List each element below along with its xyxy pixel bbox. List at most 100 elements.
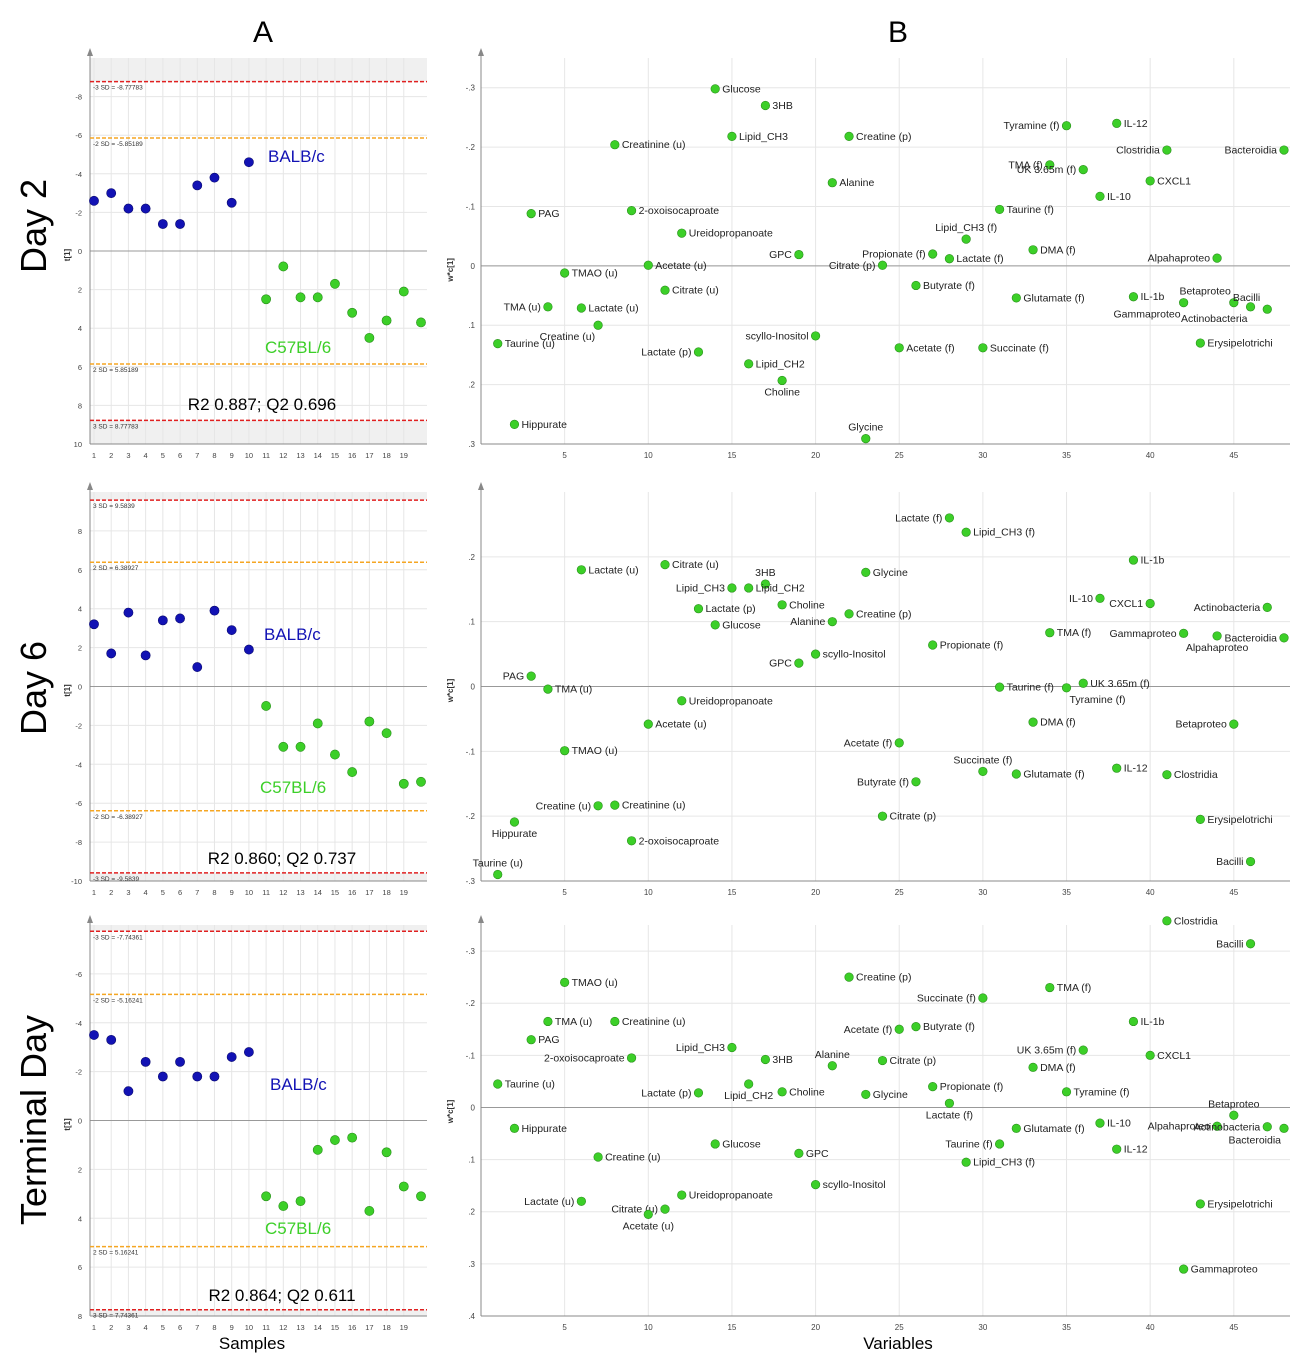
y-tick-label: 0	[78, 1117, 82, 1126]
c57-point	[278, 261, 289, 272]
loading-label: TMA (f)	[1057, 982, 1091, 994]
loading-label: Acetate (f)	[844, 1024, 892, 1036]
loading-point	[1045, 628, 1055, 638]
y-tick-label: -8	[75, 838, 82, 847]
loading-point	[543, 302, 553, 312]
loading-label: Taurine (f)	[1007, 682, 1054, 694]
y-tick-label: -2	[75, 721, 82, 730]
loading-point	[576, 303, 586, 313]
balbc-point	[175, 219, 185, 229]
loading-point	[777, 375, 787, 386]
loading-point	[1061, 683, 1072, 693]
loading-label: DMA (f)	[1040, 244, 1076, 256]
x-tick-label: 8	[212, 451, 216, 460]
loading-point	[1279, 633, 1289, 643]
loading-point	[827, 178, 837, 188]
x-tick-label: 5	[562, 888, 567, 897]
x-tick-label: 8	[212, 1323, 216, 1332]
loading-point	[844, 609, 854, 619]
loading-label: UK 3.65m (f)	[1017, 164, 1077, 176]
loading-point	[777, 600, 787, 610]
x-tick-label: 3	[126, 451, 130, 460]
loading-point	[794, 1148, 804, 1158]
y-tick-label: -6	[75, 131, 82, 140]
loading-label: Betaproteo	[1175, 719, 1227, 731]
sd-label: 3 SD = 7.74361	[93, 1313, 139, 1320]
group-label-balbc: BALB/c	[268, 147, 325, 166]
y-tick-label: .2	[468, 381, 475, 390]
loading-point	[777, 1087, 787, 1097]
loading-point	[995, 682, 1005, 692]
loading-label: Ureidopropanoate	[689, 695, 773, 707]
loading-label: Succinate (f)	[990, 342, 1049, 354]
y-tick-label: -4	[75, 170, 82, 179]
sd-label: 2 SD = 5.16241	[93, 1250, 139, 1257]
loading-point	[1212, 253, 1222, 263]
loading-point	[911, 280, 921, 291]
loading-label: Betaproteo	[1208, 1098, 1260, 1110]
loading-point	[978, 343, 988, 353]
outer-region-shade	[90, 58, 427, 82]
loading-point	[677, 1190, 687, 1200]
sd-label: -3 SD = -9.5839	[93, 876, 139, 883]
y-axis-arrow	[478, 915, 484, 923]
loading-point	[1078, 165, 1088, 175]
loading-point	[1028, 245, 1038, 255]
y-tick-label: 6	[78, 1263, 82, 1272]
loading-label: Taurine (u)	[473, 858, 523, 870]
balbc-point	[192, 662, 203, 672]
loading-label: Bacteroidia	[1224, 145, 1277, 157]
loading-point	[1279, 1123, 1289, 1133]
loading-point	[944, 1098, 955, 1108]
loading-point	[1195, 338, 1205, 348]
loading-point	[1011, 1123, 1021, 1133]
loading-point	[576, 1196, 586, 1206]
y-tick-label: .3	[468, 440, 475, 449]
sd-label: -3 SD = -8.77783	[93, 85, 143, 92]
x-tick-label: 5	[161, 1323, 165, 1332]
loading-label: IL-1b	[1140, 555, 1164, 567]
loading-label: Citrate (u)	[672, 559, 719, 571]
y-tick-label: -6	[75, 970, 82, 979]
loading-label: Creatine (u)	[605, 1151, 660, 1163]
x-tick-label: 10	[644, 888, 653, 897]
c57-point	[312, 292, 323, 303]
sd-label: -2 SD = -6.38927	[93, 814, 143, 821]
loading-point	[626, 206, 637, 216]
loading-point	[693, 347, 704, 357]
loading-label: Citrate (u)	[672, 285, 719, 297]
y-tick-label: -2	[75, 1068, 82, 1077]
loading-label: Lactate (p)	[705, 603, 755, 615]
loading-point	[1128, 292, 1139, 302]
loading-point	[643, 1209, 653, 1219]
y-tick-label: .1	[468, 618, 475, 627]
x-tick-label: 10	[644, 451, 653, 460]
loading-point	[626, 1053, 637, 1063]
x-tick-label: 1	[92, 1323, 96, 1332]
loading-label: PAG	[538, 1034, 559, 1046]
loading-label: Glucose	[722, 619, 761, 631]
loading-point	[861, 1089, 871, 1100]
y-tick-label: -.2	[466, 143, 476, 152]
loading-label: 2-oxoisocaproate	[639, 835, 720, 847]
loading-label: Bacilli	[1216, 938, 1243, 950]
x-tick-label: 9	[230, 451, 234, 460]
loading-point	[643, 719, 653, 729]
x-tick-label: 40	[1146, 451, 1155, 460]
loading-point	[1011, 293, 1021, 303]
x-tick-label: 20	[811, 1323, 820, 1332]
loading-label: Choline	[764, 386, 800, 398]
loading-label: Glycine	[873, 1089, 908, 1101]
loading-label: Butyrate (f)	[923, 280, 975, 292]
balbc-point	[157, 219, 168, 229]
sd-label: -2 SD = -5.16241	[93, 997, 143, 1004]
c57-point	[278, 741, 289, 752]
y-axis-label: t[1]	[63, 1118, 72, 1131]
loading-point	[844, 972, 854, 982]
x-tick-label: 18	[382, 451, 390, 460]
loading-point	[526, 1035, 536, 1045]
loading-label: Lipid_CH3	[739, 131, 788, 143]
balbc-point	[209, 605, 220, 616]
loading-label: Alanine	[815, 1049, 850, 1061]
